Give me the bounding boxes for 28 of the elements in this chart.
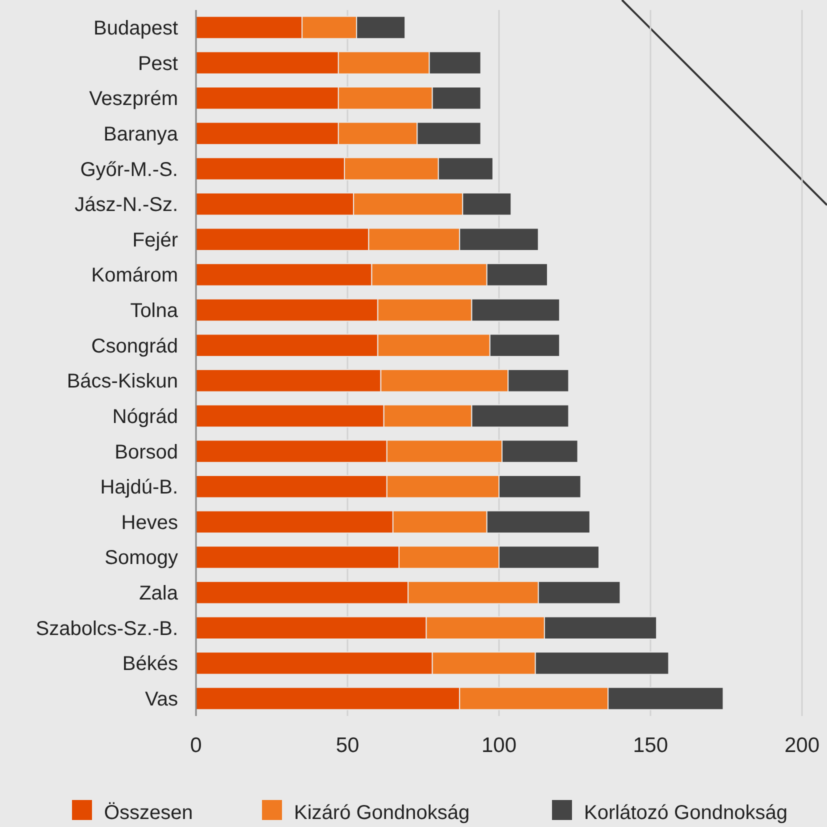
y-tick-label: Heves bbox=[121, 512, 178, 534]
y-tick-label: Hajdú-B. bbox=[100, 476, 178, 499]
y-tick-label: Borsod bbox=[114, 441, 178, 464]
y-tick-label: Csongrád bbox=[91, 335, 178, 358]
x-tick-label: 100 bbox=[481, 734, 517, 757]
x-tick-label: 0 bbox=[190, 734, 202, 757]
y-tick-label: Vas bbox=[145, 688, 178, 711]
y-tick-label: Jász-N.-Sz. bbox=[74, 194, 178, 216]
y-tick-label: Baranya bbox=[104, 123, 179, 146]
x-tick-label: 150 bbox=[632, 734, 668, 757]
y-tick-label: Zala bbox=[139, 582, 179, 605]
y-tick-label: Nógrád bbox=[112, 406, 178, 428]
y-tick-label: Fejér bbox=[132, 229, 178, 252]
y-tick-label: Győr-M.-S. bbox=[80, 158, 178, 181]
y-tick-label: Budapest bbox=[93, 17, 178, 40]
y-tick-label: Veszprém bbox=[89, 88, 178, 110]
legend-label: Korlátozó Gondnokság bbox=[584, 802, 788, 824]
y-tick-label: Bács-Kiskun bbox=[66, 370, 178, 393]
y-tick-label: Szabolcs-Sz.-B. bbox=[36, 618, 178, 640]
y-tick-label: Pest bbox=[138, 52, 178, 75]
y-tick-label: Komárom bbox=[91, 264, 178, 287]
x-tick-label: 50 bbox=[336, 734, 360, 757]
y-tick-label: Békés bbox=[122, 653, 178, 676]
x-tick-label: 200 bbox=[784, 734, 820, 757]
legend-label: Kizáró Gondnokság bbox=[294, 802, 470, 824]
y-tick-label: Somogy bbox=[104, 547, 178, 570]
legend-label: Összesen bbox=[104, 802, 193, 824]
y-tick-label: Tolna bbox=[130, 300, 179, 322]
